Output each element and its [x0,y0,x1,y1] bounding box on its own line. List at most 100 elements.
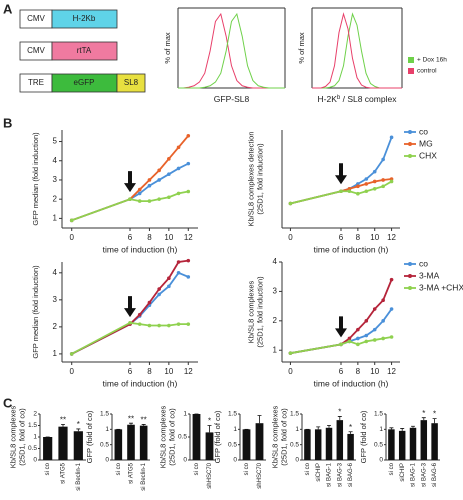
point [186,189,191,194]
bar [255,423,264,460]
point [347,336,352,341]
x-axis-label: time of induction (h) [103,378,178,388]
point [372,307,377,311]
point [167,323,171,328]
x-tick-label: si BAG-1 [327,462,333,487]
point [364,182,369,186]
x-tick-label: 8 [147,367,152,376]
significance: ** [128,414,134,423]
error-bar [61,423,65,427]
x-tick-label: si co [45,462,51,475]
error-bar [129,422,133,425]
point [381,319,385,323]
point [381,336,385,341]
point [381,178,385,182]
x-tick-label: 8 [356,367,361,376]
bar [314,429,322,460]
point [381,157,385,162]
legend-label: MG [419,138,433,148]
point [372,327,377,332]
point [364,339,369,344]
y-tick-label: 2 [53,322,58,331]
y-tick-label: 3 [53,295,58,304]
arrow [335,316,347,338]
point [186,275,191,279]
bar [336,420,344,460]
bar [205,432,214,460]
y-tick-label: 0 [183,457,187,464]
point [347,189,352,194]
y-axis-label: Kb/SL8 complexes [158,405,167,468]
point [167,276,171,281]
y-tick-label: 0.5 [374,441,383,448]
x-tick-label: 10 [370,367,379,376]
x-tick-label: 6 [128,367,133,376]
construct: CMV H-2Kb [19,9,118,29]
y-axis-label: (25D1, fold induction) [255,276,264,348]
y-axis-label: GFP median (fold induction) [31,132,40,226]
y-tick-label: 0 [233,457,237,464]
promoter: CMV [27,14,45,23]
promoter: CMV [27,46,45,55]
point [186,133,191,138]
point [356,327,360,332]
x-tick-label: 8 [147,233,152,242]
legend-label: co [419,126,428,136]
arrow [124,171,136,193]
x-tick-label: shHSC70 [257,462,263,488]
y-tick-label: 0 [105,457,109,464]
x-tick-label: siCHIP [316,463,322,482]
y-tick-label: 1.5 [228,411,237,418]
point [147,183,152,188]
point [176,260,181,264]
point [157,178,161,182]
significance: * [433,410,436,419]
y-tick-label: 1 [233,426,237,433]
point [364,333,369,338]
point [137,187,142,192]
x-tick-label: si BAG-6 [348,462,354,487]
point [356,184,360,189]
x-axis-label-part: GFP-SL8 [214,94,250,104]
legend-marker [408,286,412,290]
point [157,292,161,297]
point [176,166,181,171]
tag-box [116,73,146,93]
y-axis-label: (25D1, fold of co) [167,408,176,466]
point [157,323,161,328]
panel-label: A [3,1,13,16]
legend-marker [408,154,412,158]
x-tick-label: 12 [387,367,396,376]
bar [431,423,438,460]
error-bar [76,428,81,432]
error-bar [389,427,394,430]
point [356,342,360,347]
legend-marker [408,274,412,278]
point [69,352,74,356]
point [157,168,161,173]
x-axis-label-part: b [337,95,341,101]
point [137,199,142,203]
x-tick-label: 0 [69,367,74,376]
construct: CMV rtTA [19,41,118,61]
point [356,191,360,196]
y-tick-label: 1 [295,426,299,433]
y-tick-label: 4 [273,257,278,266]
x-tick-label: 6 [339,233,344,242]
point [389,179,394,184]
point [339,342,343,347]
y-tick-label: 1 [53,349,58,358]
histogram-curve [178,12,285,89]
point [167,195,171,200]
x-axis-label: GFP-SL8 [214,94,250,104]
significance: * [422,409,425,418]
x-tick-label: si co [116,462,122,475]
point [147,300,152,305]
point [372,179,377,184]
error-bar [316,426,321,430]
point [389,277,394,282]
x-axis-label: time of induction (h) [314,244,389,254]
point [157,287,161,291]
gene: rtTA [77,46,92,55]
tag: SL8 [124,78,139,87]
